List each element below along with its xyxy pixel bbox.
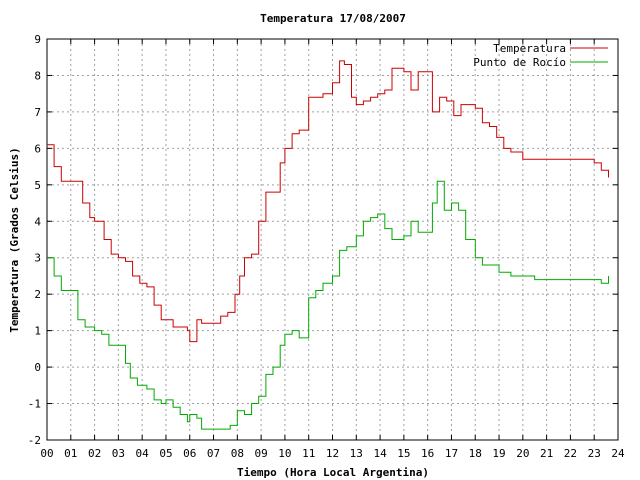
y-tick-label: 6 xyxy=(34,142,41,155)
y-tick-label: 7 xyxy=(34,106,41,119)
x-tick-label: 16 xyxy=(421,447,434,460)
x-tick-label: 12 xyxy=(326,447,339,460)
series-group xyxy=(47,60,609,430)
y-tick-label: 9 xyxy=(34,33,41,46)
legend-label-temperatura: Temperatura xyxy=(493,42,566,55)
x-tick-label: 15 xyxy=(397,447,410,460)
x-tick-label: 11 xyxy=(302,447,315,460)
y-tick-label: 2 xyxy=(34,288,41,301)
x-tick-label: 07 xyxy=(207,447,220,460)
x-tick-label: 20 xyxy=(516,447,529,460)
grid xyxy=(47,39,618,440)
y-tick-label: 8 xyxy=(34,69,41,82)
x-tick-label: 21 xyxy=(540,447,553,460)
x-tick-label: 04 xyxy=(136,447,150,460)
y-tick-label: 4 xyxy=(34,215,41,228)
chart-title: Temperatura 17/08/2007 xyxy=(260,12,406,25)
x-axis-label: Tiempo (Hora Local Argentina) xyxy=(237,466,429,479)
x-tick-label: 05 xyxy=(159,447,172,460)
y-axis: -2 -1 0 1 2 3 4 5 6 7 8 9 xyxy=(28,33,618,447)
x-tick-label: 06 xyxy=(183,447,196,460)
legend: Temperatura Punto de Rocío xyxy=(473,42,608,69)
y-tick-label: -2 xyxy=(28,434,41,447)
x-tick-label: 08 xyxy=(231,447,244,460)
y-tick-label: 1 xyxy=(34,325,41,338)
x-tick-label: 23 xyxy=(588,447,601,460)
y-tick-label: 5 xyxy=(34,179,41,192)
x-tick-label: 10 xyxy=(278,447,291,460)
x-tick-label: 18 xyxy=(469,447,482,460)
x-tick-label: 19 xyxy=(492,447,505,460)
y-tick-label: -1 xyxy=(28,398,41,411)
x-tick-label: 02 xyxy=(88,447,101,460)
x-tick-label: 22 xyxy=(564,447,577,460)
x-tick-label: 14 xyxy=(373,447,387,460)
series-line-punto-de-rocio xyxy=(47,180,609,430)
x-tick-label: 13 xyxy=(350,447,363,460)
x-tick-label: 01 xyxy=(64,447,77,460)
legend-label-punto-de-rocio: Punto de Rocío xyxy=(473,56,566,69)
x-tick-label: 24 xyxy=(611,447,625,460)
y-axis-label: Temperatura (Grados Celsius) xyxy=(8,147,21,332)
y-tick-label: 0 xyxy=(34,361,41,374)
x-tick-label: 09 xyxy=(255,447,268,460)
x-axis: 00 01 02 03 04 05 06 07 08 09 10 11 12 13 14 15 16 17 18 19… xyxy=(40,39,625,460)
x-tick-label: 00 xyxy=(40,447,53,460)
y-tick-label: 3 xyxy=(34,252,41,265)
x-tick-label: 17 xyxy=(445,447,458,460)
x-tick-label: 03 xyxy=(112,447,125,460)
series-line-temperatura xyxy=(47,60,609,343)
